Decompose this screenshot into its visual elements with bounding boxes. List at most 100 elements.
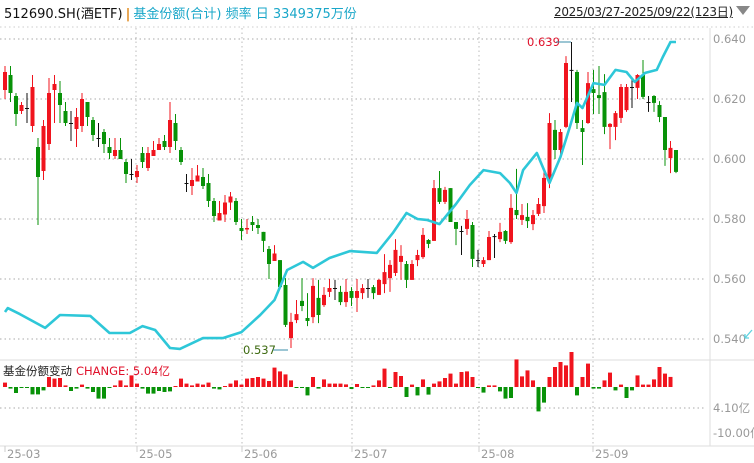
candle-body	[613, 113, 618, 127]
triangle-down-icon[interactable]	[736, 6, 750, 15]
change-bar	[542, 387, 546, 403]
change-bar	[146, 387, 150, 394]
candle-body	[569, 69, 574, 71]
candle-body	[366, 288, 370, 289]
candle-body	[503, 231, 508, 241]
change-bar	[481, 387, 486, 393]
candle-body	[311, 285, 315, 318]
change-bar	[492, 385, 497, 387]
change-bar	[465, 371, 469, 387]
candle-body	[322, 294, 326, 306]
candle-body	[74, 117, 79, 129]
candle-body	[393, 249, 398, 273]
change-bar	[19, 387, 24, 388]
change-bar	[327, 383, 332, 387]
candle-body	[476, 260, 480, 262]
date-axis: 25-03 25-05 25-06 25-07 25-08 25-09	[4, 446, 628, 461]
change-bar	[118, 380, 123, 387]
change-bar	[250, 378, 255, 387]
candle-body	[465, 219, 469, 229]
change-bar	[305, 387, 310, 396]
candle-body	[63, 111, 68, 123]
change-bar	[234, 380, 238, 387]
candle-body	[25, 108, 29, 109]
candle-body	[333, 288, 337, 289]
change-bar	[239, 384, 244, 387]
change-bar	[58, 378, 62, 387]
change-bar	[520, 376, 524, 387]
candle-body	[140, 153, 145, 162]
candle-body	[217, 213, 222, 221]
change-bar	[14, 387, 18, 393]
change-bar	[69, 387, 73, 391]
candle-body	[36, 147, 40, 177]
candle-body	[575, 72, 579, 123]
candle-body	[602, 92, 607, 127]
date-range-selector[interactable]: 2025/03/27-2025/09/22(123日)	[554, 5, 733, 19]
change-bar	[107, 387, 112, 388]
candle-body	[481, 260, 486, 264]
candle-body	[536, 204, 541, 214]
change-bar	[580, 377, 585, 387]
date-tick-label: 25-08	[481, 447, 514, 461]
change-axis: 4.10亿 -10.00亿	[713, 401, 754, 440]
candle-body	[674, 150, 678, 172]
candle-body	[157, 144, 161, 150]
candle-body	[421, 234, 425, 258]
candle-body	[261, 231, 266, 241]
candle-body	[151, 150, 156, 156]
date-tick-label: 25-09	[595, 447, 628, 461]
candle-body	[641, 75, 645, 97]
change-bar	[608, 372, 612, 387]
change-bar	[503, 387, 508, 399]
candle-body	[190, 180, 194, 186]
change-bar	[498, 387, 502, 392]
change-bar	[201, 384, 205, 387]
grid-lines	[0, 26, 754, 447]
change-bar	[426, 387, 431, 395]
change-bar	[267, 381, 271, 387]
candle-body	[102, 132, 106, 144]
change-bar	[283, 374, 288, 387]
candle-body	[454, 222, 458, 229]
change-bar	[630, 387, 634, 391]
candle-body	[201, 177, 205, 186]
change-value: CHANGE: 5.04亿	[76, 364, 170, 378]
change-bar	[459, 372, 464, 387]
candle-body	[107, 147, 112, 153]
change-bar	[294, 387, 299, 388]
change-bar	[102, 387, 106, 399]
candle-body	[663, 117, 667, 150]
candle-body	[184, 183, 189, 184]
change-bar	[652, 379, 656, 387]
change-bar	[641, 384, 645, 387]
change-bar	[217, 387, 222, 390]
candle-body	[630, 87, 634, 88]
candle-body	[289, 321, 293, 339]
change-bar	[173, 386, 178, 387]
candle-body	[267, 249, 271, 264]
change-bar	[206, 382, 211, 387]
change-bar	[140, 387, 145, 389]
change-bar	[371, 385, 376, 387]
candle-body	[371, 287, 376, 294]
candle-body	[399, 255, 403, 262]
candle-body	[553, 129, 557, 150]
candle-body	[410, 264, 414, 280]
candle-body	[558, 132, 563, 150]
candle-body	[129, 174, 134, 175]
change-bar	[184, 383, 189, 387]
change-bar	[41, 387, 46, 391]
candle-body	[168, 120, 172, 147]
candle-body	[91, 120, 95, 135]
candle-body	[58, 93, 62, 105]
change-bar	[388, 387, 392, 388]
candle-body	[80, 99, 84, 126]
candle-body	[382, 272, 387, 285]
change-bar	[245, 378, 249, 387]
change-bar	[487, 385, 491, 387]
candle-body	[432, 188, 436, 241]
change-bar	[96, 387, 101, 399]
indicator-title: 基金份额(合计) 频率 日 3349375万份	[133, 7, 357, 22]
